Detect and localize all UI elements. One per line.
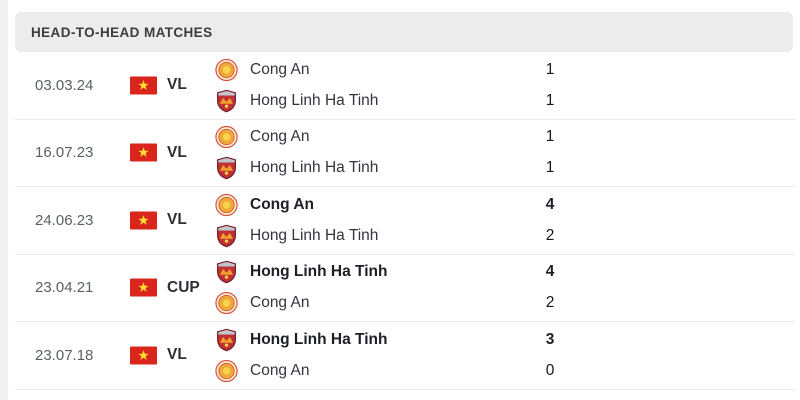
team-score: 1 [545,159,555,177]
team-name: Hong Linh Ha Tinh [250,91,379,109]
cong-an-badge-icon [215,193,238,217]
team-name: Hong Linh Ha Tinh [250,226,379,244]
scores-cell: 4 2 [535,260,565,315]
vietnam-flag-icon [130,278,157,297]
team-name: Cong An [250,294,310,312]
team-line: Hong Linh Ha Tinh [215,328,535,352]
team-score: 1 [545,60,555,78]
teams-cell: Hong Linh Ha Tinh Cong An [198,328,535,383]
team-name: Hong Linh Ha Tinh [250,330,388,348]
cong-an-badge-icon [215,125,238,149]
team-line: Hong Linh Ha Tinh [215,156,535,180]
team-score: 1 [545,128,555,146]
competition-label: VL [167,76,187,94]
team-score: 2 [545,294,555,312]
team-score: 1 [545,91,555,109]
cong-an-badge-icon [215,359,238,383]
hong-linh-ha-tinh-badge-icon [215,260,238,284]
match-row[interactable]: 16.07.23 VL Cong An Hong Linh Ha Tinh 1 … [15,120,795,187]
match-date: 24.06.23 [35,211,94,229]
team-score: 2 [545,226,555,244]
competition-cell: VL [113,143,198,162]
match-date: 23.07.18 [35,346,94,364]
section-title: HEAD-TO-HEAD MATCHES [31,24,213,40]
teams-cell: Cong An Hong Linh Ha Tinh [198,58,535,113]
team-name: Cong An [250,128,310,146]
cong-an-badge-icon [215,58,238,82]
team-score: 0 [545,361,555,379]
teams-cell: Hong Linh Ha Tinh Cong An [198,260,535,315]
match-row[interactable]: 23.04.21 CUP Hong Linh Ha Tinh Cong An 4… [15,255,795,322]
hong-linh-ha-tinh-badge-icon [215,89,238,113]
team-line: Cong An [215,359,535,383]
team-name: Cong An [250,60,310,78]
team-name: Hong Linh Ha Tinh [250,263,388,281]
competition-label: VL [167,211,187,229]
team-name: Hong Linh Ha Tinh [250,159,379,177]
head-to-head-card: HEAD-TO-HEAD MATCHES 03.03.24 VL Cong An… [8,0,800,400]
hong-linh-ha-tinh-badge-icon [215,224,238,248]
scores-cell: 1 1 [535,125,565,180]
team-line: Cong An [215,291,535,315]
section-header: HEAD-TO-HEAD MATCHES [15,12,793,52]
competition-label: VL [167,346,187,364]
team-line: Cong An [215,125,535,149]
vietnam-flag-icon [130,211,157,230]
match-date: 16.07.23 [35,144,94,162]
vietnam-flag-icon [130,76,157,95]
match-date: 23.04.21 [35,279,94,297]
competition-cell: VL [113,346,198,365]
scores-cell: 4 2 [535,193,565,248]
match-row[interactable]: 03.03.24 VL Cong An Hong Linh Ha Tinh 1 … [15,52,795,120]
competition-cell: CUP [113,278,200,297]
hong-linh-ha-tinh-badge-icon [215,328,238,352]
team-name: Cong An [250,361,310,379]
teams-cell: Cong An Hong Linh Ha Tinh [198,193,535,248]
team-score: 4 [545,195,555,213]
vietnam-flag-icon [130,346,157,365]
team-score: 4 [545,263,555,281]
competition-label: CUP [167,278,200,296]
hong-linh-ha-tinh-badge-icon [215,156,238,180]
team-line: Hong Linh Ha Tinh [215,260,535,284]
team-name: Cong An [250,195,314,213]
teams-cell: Cong An Hong Linh Ha Tinh [198,125,535,180]
team-line: Cong An [215,193,535,217]
scores-cell: 1 1 [535,58,565,113]
competition-cell: VL [113,211,198,230]
cong-an-badge-icon [215,291,238,315]
team-score: 3 [545,330,555,348]
competition-cell: VL [113,76,198,95]
scores-cell: 3 0 [535,328,565,383]
match-list: 03.03.24 VL Cong An Hong Linh Ha Tinh 1 … [15,52,795,390]
page-background-strip [0,0,8,400]
vietnam-flag-icon [130,143,157,162]
match-row[interactable]: 24.06.23 VL Cong An Hong Linh Ha Tinh 4 … [15,187,795,255]
match-row[interactable]: 23.07.18 VL Hong Linh Ha Tinh Cong An 3 … [15,322,795,390]
match-date: 03.03.24 [35,76,94,94]
competition-label: VL [167,143,187,161]
team-line: Hong Linh Ha Tinh [215,89,535,113]
team-line: Hong Linh Ha Tinh [215,224,535,248]
team-line: Cong An [215,58,535,82]
